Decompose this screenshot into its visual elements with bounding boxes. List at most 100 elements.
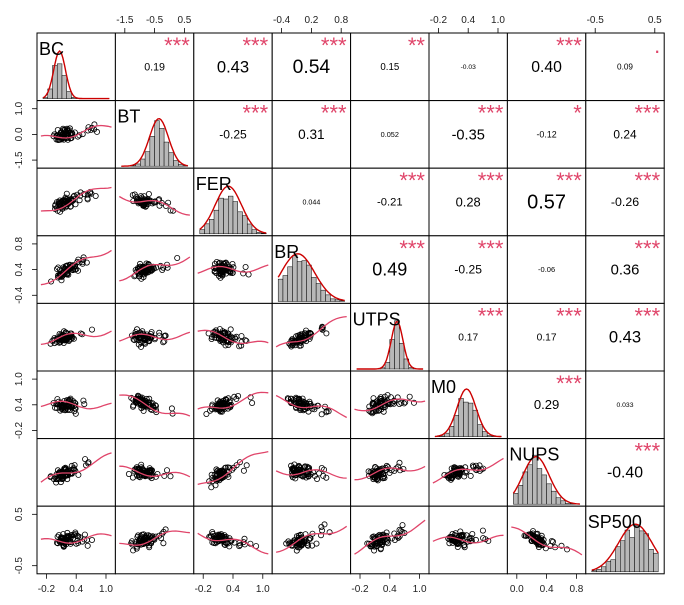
smoother-line xyxy=(197,450,269,486)
scatter-point xyxy=(71,129,78,136)
variable-label: M0 xyxy=(431,377,456,397)
histogram-bar xyxy=(199,229,205,235)
scatter-point xyxy=(141,199,148,206)
scatter-point xyxy=(208,406,215,413)
smoother-line xyxy=(275,525,348,553)
scatter-point xyxy=(54,265,61,272)
top-axis-tick-label: -0.5 xyxy=(587,15,605,26)
smoother-line xyxy=(40,186,112,212)
histogram-bar xyxy=(458,398,464,437)
histogram-bar xyxy=(596,569,602,573)
scatter-point xyxy=(300,401,307,408)
panel-br-bc xyxy=(36,235,116,304)
smoother-line xyxy=(119,331,191,342)
smoother-line xyxy=(197,391,269,410)
scatter-point xyxy=(52,201,59,208)
scatter-point xyxy=(125,470,132,477)
correlation-value: -0.12 xyxy=(536,129,556,139)
correlation-value: -0.25 xyxy=(219,127,247,141)
scatter-point xyxy=(377,394,384,401)
scatter-point xyxy=(391,398,398,405)
scatter-point xyxy=(53,204,60,211)
scatter-point xyxy=(316,470,323,477)
scatter-point xyxy=(370,533,377,540)
scatter-point xyxy=(64,266,71,273)
correlation-value: -0.25 xyxy=(454,263,482,277)
histogram-bar xyxy=(135,163,141,167)
scatter-point xyxy=(168,405,175,412)
left-axis-tick-label: -1.5 xyxy=(14,151,25,169)
smoother-line xyxy=(118,195,190,216)
left-axis-tick-label: -0.2 xyxy=(14,421,25,439)
histogram-bar xyxy=(213,209,220,235)
smoother-line xyxy=(275,469,347,479)
scatter-point xyxy=(319,324,326,331)
panel-utps-nups: 0.17 *** xyxy=(506,302,587,372)
top-axis-tick-label: -0.4 xyxy=(273,15,291,26)
scatter-point xyxy=(396,459,403,466)
histogram-bar xyxy=(277,278,284,302)
panel-br-fer xyxy=(193,235,273,304)
scatter-point xyxy=(558,542,565,549)
panel-bc-sp500: 0.09. xyxy=(585,32,665,102)
density-line xyxy=(42,49,110,100)
significance-stars: *** xyxy=(399,236,425,261)
panel-fer-utps: -0.21 *** xyxy=(350,167,430,237)
histogram-bar xyxy=(173,160,179,167)
histogram-bar xyxy=(246,223,253,235)
scatter-point xyxy=(384,464,391,471)
variable-label: BT xyxy=(117,107,140,127)
scatter-point xyxy=(129,403,136,410)
scatter-point xyxy=(289,338,296,345)
scatter-point xyxy=(133,326,140,333)
scatter-point xyxy=(137,401,144,408)
histogram-bar xyxy=(541,474,547,505)
significance-stars: . xyxy=(654,33,660,58)
scatter-point xyxy=(145,260,152,267)
scatter-point xyxy=(84,196,91,203)
scatter-point xyxy=(233,395,240,402)
scatter-point xyxy=(399,522,406,529)
panel-border xyxy=(585,32,665,102)
histogram-bar xyxy=(546,483,552,505)
scatter-point xyxy=(375,472,382,479)
histogram-bar xyxy=(334,299,341,302)
histogram-bar xyxy=(242,215,248,235)
scatter-point xyxy=(305,542,312,549)
panel-bc-fer: 0.43*** xyxy=(193,32,273,102)
panel-utps-m0: 0.17*** xyxy=(428,302,508,372)
density-line xyxy=(277,253,345,302)
correlation-value: 0.09 xyxy=(617,63,633,72)
correlation-value: 0.49 xyxy=(372,260,407,280)
correlation-value: 0.28 xyxy=(456,194,481,209)
significance-stars: *** xyxy=(478,101,504,126)
panel-sp500-br xyxy=(271,505,352,575)
histogram-bar xyxy=(536,468,543,505)
smoother-line xyxy=(40,452,112,483)
scatter-point xyxy=(129,474,136,481)
significance-stars: *** xyxy=(321,101,347,126)
scatter-point xyxy=(229,260,236,267)
histogram-bar xyxy=(159,128,165,167)
scatter-point xyxy=(65,332,72,339)
scatter-point xyxy=(219,329,226,336)
scatter-point xyxy=(296,544,303,551)
histogram-bar xyxy=(315,283,322,302)
scatter-point xyxy=(58,277,65,284)
correlation-value: -0.21 xyxy=(377,197,403,209)
scatter-point xyxy=(130,547,137,554)
correlation-value: 0.54 xyxy=(293,57,331,78)
panel-bc-utps: 0.15 ** xyxy=(350,32,430,102)
scatter-point xyxy=(479,527,486,534)
panel-bt-m0: -0.35*** xyxy=(428,100,508,169)
scatter-point xyxy=(370,400,377,407)
scatter-point xyxy=(540,536,547,543)
panel-border xyxy=(585,370,665,440)
histogram-bar xyxy=(634,525,640,573)
scatter-point xyxy=(161,472,168,479)
histogram-bar xyxy=(638,530,645,573)
smoother-line xyxy=(432,534,504,544)
significance-stars: *** xyxy=(164,33,190,58)
scatter-point xyxy=(240,270,247,277)
correlation-value: 0.044 xyxy=(303,198,321,206)
